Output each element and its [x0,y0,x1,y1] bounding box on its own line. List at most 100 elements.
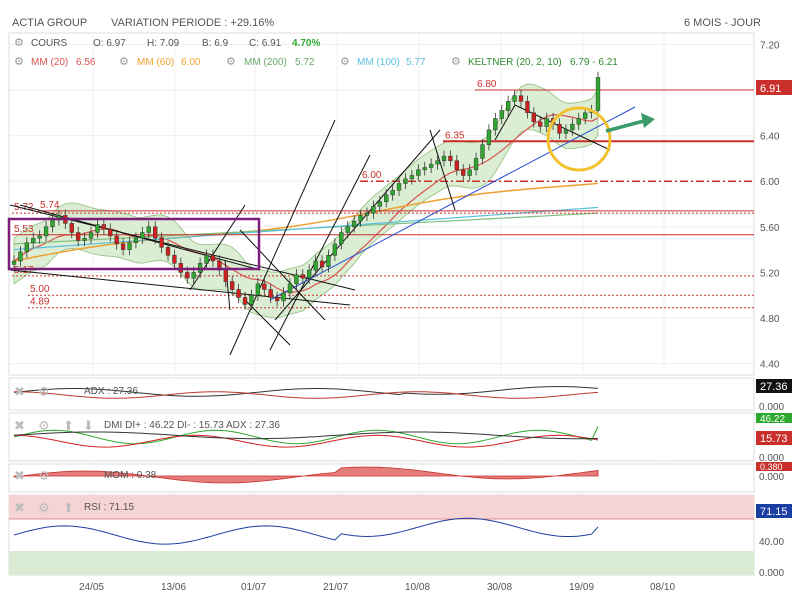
mom-area [13,466,599,484]
candle-body [274,297,280,302]
gear-icon[interactable]: ⚙ [14,56,24,68]
arrow-down-icon[interactable]: ⬇ [83,418,94,433]
candle-body [512,95,517,102]
gear-icon[interactable]: ⚙ [451,56,461,68]
candle-body [18,251,23,262]
gear-icon[interactable]: ⚙ [38,418,50,433]
candle-body [127,242,132,250]
mm20-label: MM (20) [31,57,68,68]
candle-body [319,260,325,267]
mm60-label: MM (60) [137,57,174,68]
adx-line-secondary [14,391,599,399]
candle-body [493,118,498,131]
instrument-name: ACTIA GROUP [12,17,87,29]
candle-body [570,123,575,131]
current-price-tag [756,80,792,95]
gear-icon[interactable]: ⚙ [38,468,50,483]
candle-body [24,242,29,253]
gear-icon[interactable]: ⚙ [119,56,129,68]
date-tick-label: 21/07 [323,582,348,593]
candle-body [583,112,588,119]
dmi-plus-line [13,426,599,445]
level-label: 4.89 [30,297,50,308]
mom-label: MOM : 0.38 [104,470,157,481]
candle-body [185,272,190,279]
candle-body [114,235,119,245]
candle-body [377,201,382,207]
trend-line [244,299,291,346]
mm100-label: MM (100) [357,57,400,68]
trend-line [274,129,441,321]
candle-body [428,163,434,168]
candle-body [416,169,421,176]
close-icon[interactable]: ✖ [14,384,25,399]
level-label: 5.53 [14,224,34,235]
trend-line [269,154,371,351]
candle-body [268,289,273,298]
date-tick-label: 08/10 [650,582,675,593]
dmi-adx-line [13,431,599,440]
level-label: 6.00 [362,170,382,181]
rsi-line [13,517,599,545]
candle-body [441,155,447,161]
candle-body [595,77,601,111]
rsi-oversold-band [9,551,754,575]
candle-body [538,121,543,127]
candle-body [153,226,158,239]
keltner-label: KELTNER (20, 2, 10) [468,57,562,68]
close-icon[interactable]: ✖ [14,500,25,515]
level-label: 5.00 [30,284,50,295]
candle-body [576,118,581,125]
candle-body [236,289,241,298]
price-tick-label: 6.00 [760,177,780,188]
candle-body [165,247,171,256]
candle-body [435,160,440,165]
close-icon[interactable]: ✖ [14,468,25,483]
candle-body [499,110,504,119]
low-value: B: 6.9 [202,38,229,49]
mm200-value: 5.72 [295,57,315,68]
adx-line [13,386,599,397]
dmi-minus-tag-value: 15.73 [760,433,788,445]
rsi-axis-40: 40.00 [759,537,784,548]
candle-body [403,178,408,184]
date-tick-label: 13/06 [161,582,186,593]
mm20-value: 6.56 [76,57,96,68]
dmi-plus-tag-value: 46.22 [760,414,785,425]
trend-arrow-shaft [605,119,645,133]
candle-body [390,190,395,196]
candle-body [505,101,511,111]
candle-body [108,228,113,237]
candle-body [396,183,402,191]
date-tick-label: 30/08 [487,582,512,593]
arrow-up-icon[interactable]: ⬆ [63,418,74,433]
trend-line [429,129,456,211]
arrow-up-icon[interactable]: ⬆ [63,500,74,515]
candle-body [358,215,363,222]
adx-tag-value: 27.36 [760,381,788,393]
candle-body [172,255,177,264]
candle-body [332,243,338,256]
candle-body [544,118,549,127]
trend-line [239,229,326,321]
date-tick-label: 10/08 [405,582,430,593]
gear-icon[interactable]: ⚙ [38,500,50,515]
period-label: 6 MOIS - JOUR [684,17,761,29]
candle-body [159,237,164,248]
candle-body [95,224,100,233]
candle-body [300,274,305,279]
gear-icon[interactable]: ⚙ [38,384,50,399]
candle-body [307,269,312,279]
gear-icon[interactable]: ⚙ [340,56,350,68]
current-price-value: 6.91 [760,83,781,95]
close-icon[interactable]: ✖ [14,418,25,433]
candle-body [518,95,524,102]
gear-icon[interactable]: ⚙ [14,37,24,49]
gear-icon[interactable]: ⚙ [226,56,236,68]
candle-body [473,158,479,171]
price-tick-label: 6.40 [760,132,780,143]
mm60-line [13,182,599,262]
adx-label: ADX : 27.36 [84,386,138,397]
candle-body [69,223,74,233]
